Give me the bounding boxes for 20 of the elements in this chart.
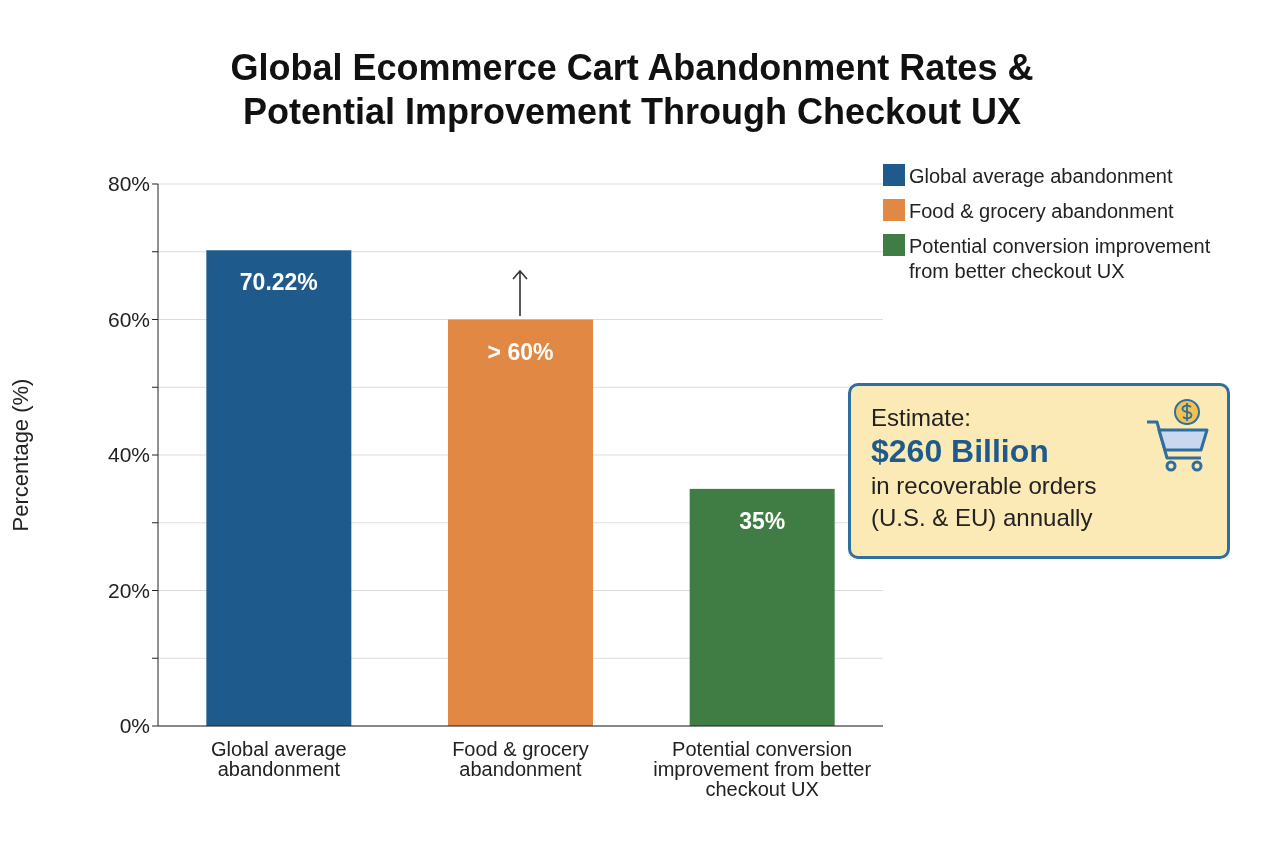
annotation: in recoverable orders (U.S. & EU) annually xyxy=(871,471,1098,533)
legend-label: Food & grocery abandonment xyxy=(909,199,1174,224)
y-axis-title: Percentage (%) xyxy=(7,378,33,532)
callout-box: Estimate: $260 Billion in recoverable orders (U.S. & EU) annually xyxy=(848,383,1230,559)
data-label: 70.22% xyxy=(239,269,318,296)
data-label: > 60% xyxy=(487,338,554,365)
x-tick-label: Global average abandonment xyxy=(211,738,347,781)
y-tick-label: 40% xyxy=(107,443,150,467)
chart-title: Global Ecommerce Cart Abandonment Rates & Potential Improvement Through Checkout UX xyxy=(229,46,1035,134)
y-tick-label: 80% xyxy=(107,172,150,196)
legend-label: Global average abandonment xyxy=(909,164,1173,189)
x-tick-label: Food & grocery abandonment xyxy=(452,738,589,781)
legend-label: Potential conversion improvement from better checkout UX xyxy=(909,234,1212,284)
y-tick-label: 60% xyxy=(107,307,150,331)
y-tick-label: 0% xyxy=(119,714,150,738)
annotation: Estimate: xyxy=(871,404,973,432)
data-label: 35% xyxy=(739,507,786,534)
y-tick-label: 20% xyxy=(107,578,150,602)
annotation: $260 Billion xyxy=(871,432,1050,470)
x-tick-label: Potential conversion improvement from better checkout UX xyxy=(653,738,872,801)
